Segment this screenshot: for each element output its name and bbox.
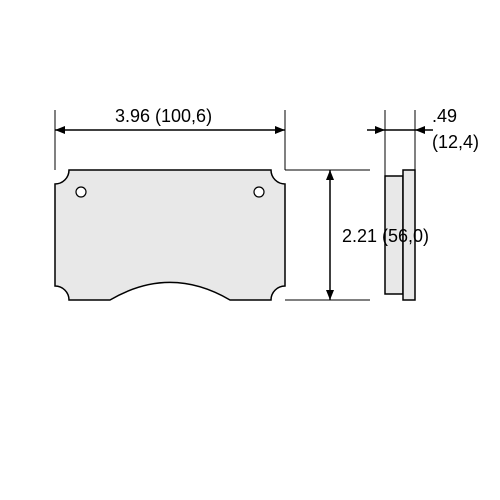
- height-dimension-label: 2.21 (56,0): [342, 226, 429, 247]
- drawing-canvas: 3.96 (100,6) 2.21 (56,0) .49 (12,4): [0, 0, 500, 500]
- drawing-svg: [0, 0, 500, 500]
- thickness-dimension-top: .49: [432, 106, 457, 127]
- width-dimension-label: 3.96 (100,6): [115, 106, 212, 127]
- thickness-dimension-bottom: (12,4): [432, 132, 479, 153]
